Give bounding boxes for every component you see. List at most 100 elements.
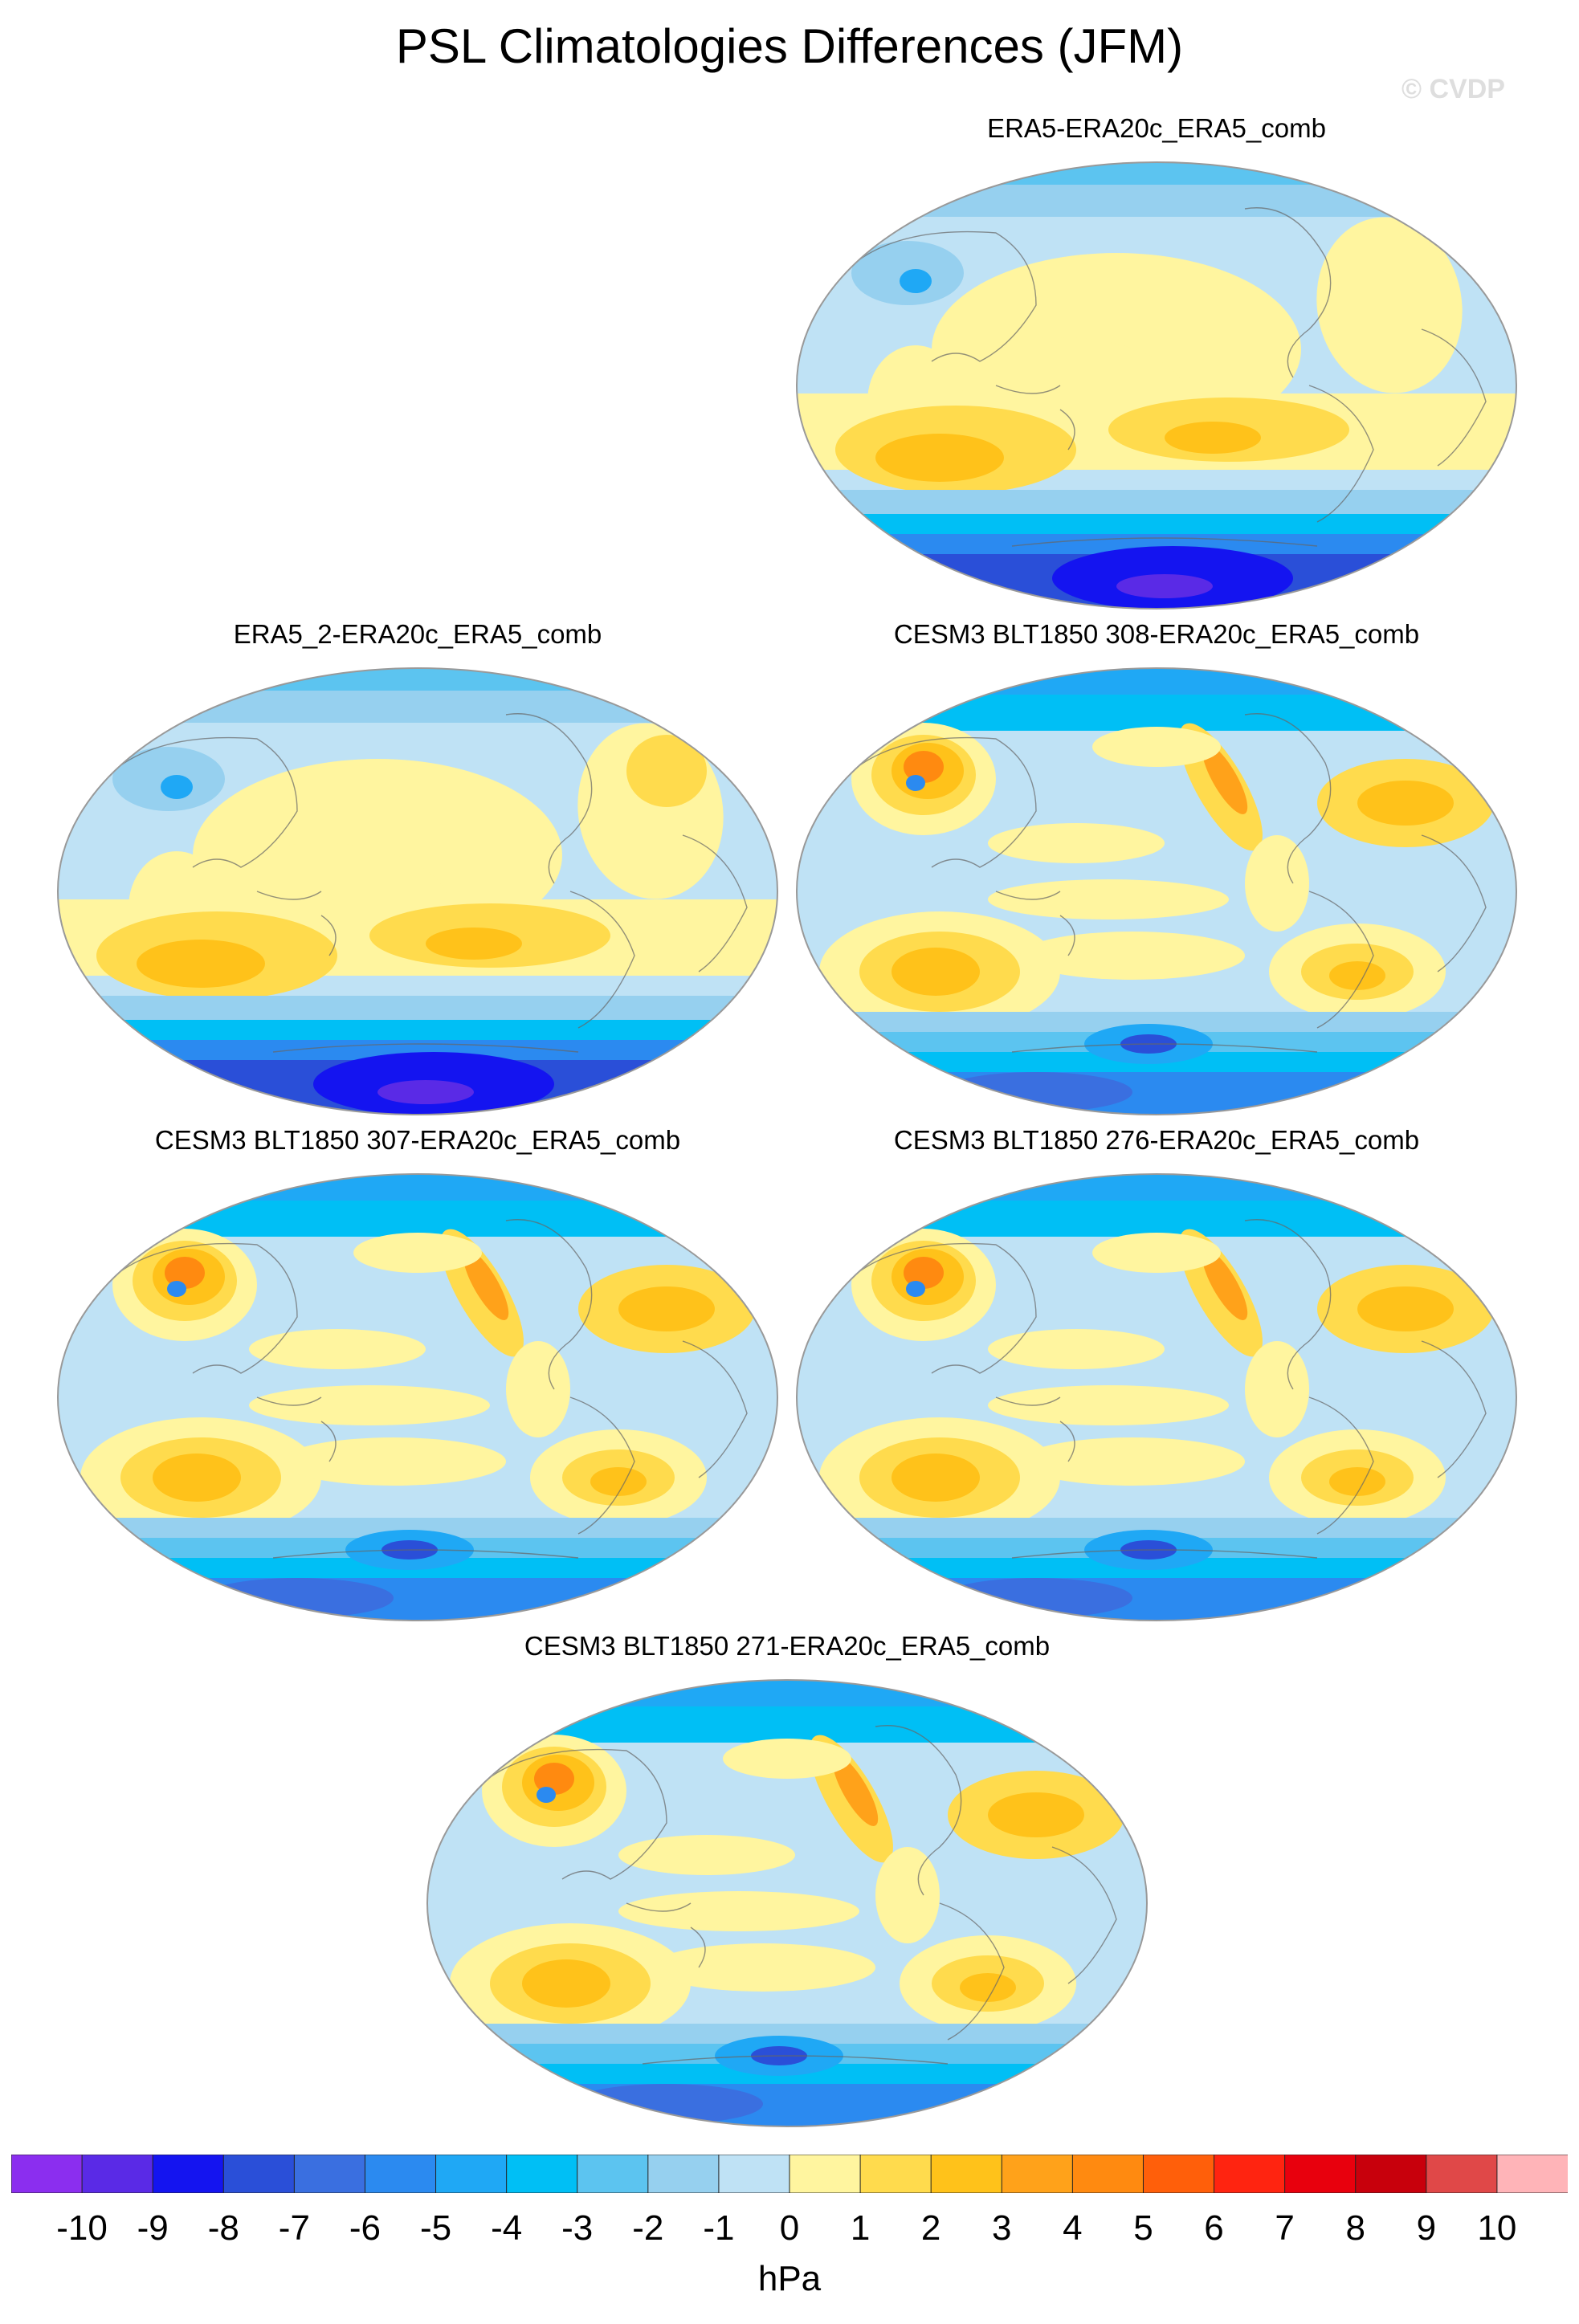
colorbar: [11, 2155, 1568, 2193]
contour-region: [281, 1437, 506, 1486]
colorbar-swatch: [1496, 2155, 1568, 2193]
contour-region: [353, 1233, 482, 1273]
contour-region: [651, 1943, 875, 1992]
colorbar-units: hPa: [757, 2259, 822, 2298]
colorbar-swatch: [859, 2155, 932, 2193]
colorbar-swatch: [506, 2155, 578, 2193]
colorbar-tick-label: -6: [349, 2208, 381, 2248]
map-field: [426, 1679, 1148, 2127]
contour-region: [377, 1080, 474, 1104]
contour-band: [797, 162, 1516, 185]
contour-region: [940, 1072, 1132, 1112]
colorbar-tick-label: 2: [920, 2208, 941, 2248]
colorbar-swatch: [577, 2155, 649, 2193]
contour-region: [1092, 1233, 1221, 1273]
contour-region: [165, 1257, 205, 1289]
contour-region: [875, 434, 1004, 482]
colorbar-tick-label: -1: [703, 2208, 735, 2248]
contour-band: [58, 668, 777, 691]
colorbar-swatch: [81, 2155, 154, 2193]
contour-region: [1329, 1467, 1385, 1496]
colorbar-tick-label: 6: [1204, 2208, 1224, 2248]
contour-region: [960, 1973, 1016, 2002]
colorbar-swatch: [1284, 2155, 1357, 2193]
map-panel-era5: ERA5-ERA20c_ERA5_comb: [787, 112, 1526, 626]
contour-band: [427, 2084, 1147, 2126]
map-panel-era5-2: ERA5_2-ERA20c_ERA5_comb: [48, 618, 787, 1132]
colorbar-tick-label: 7: [1275, 2208, 1295, 2248]
map-panel-cesm3-276: CESM3 BLT1850 276-ERA20c_ERA5_comb: [787, 1124, 1526, 1638]
colorbar-tick-label: -9: [137, 2208, 169, 2248]
colorbar-tick-label: -10: [56, 2208, 108, 2248]
contour-region: [988, 879, 1229, 919]
contour-region: [723, 1739, 851, 1779]
contour-region: [875, 1847, 940, 1943]
panel-title: CESM3 BLT1850 308-ERA20c_ERA5_comb: [893, 619, 1420, 649]
panel-title: ERA5_2-ERA20c_ERA5_comb: [233, 619, 602, 649]
colorbar-swatch: [152, 2155, 225, 2193]
contour-region: [201, 1578, 394, 1618]
contour-region: [988, 823, 1165, 863]
colorbar-swatch: [1355, 2155, 1427, 2193]
colorbar-tick-label: 8: [1345, 2208, 1365, 2248]
contour-region: [249, 1329, 426, 1369]
map-outline: [426, 1679, 1148, 2127]
colorbar-tick-label: 9: [1416, 2208, 1437, 2248]
contour-region: [161, 775, 193, 799]
contour-region: [249, 1385, 490, 1425]
contour-region: [1245, 1341, 1309, 1437]
contour-region: [426, 928, 522, 960]
map-field: [57, 1173, 778, 1621]
map-panel-cesm3-307: CESM3 BLT1850 307-ERA20c_ERA5_comb: [48, 1124, 787, 1638]
contour-region: [590, 1467, 647, 1496]
map-outline: [796, 667, 1517, 1115]
coastlines: [843, 1219, 1487, 1559]
colorbar-swatch: [789, 2155, 862, 2193]
colorbar-swatch: [435, 2155, 508, 2193]
contour-region: [506, 1341, 570, 1437]
contour-band: [797, 1174, 1516, 1201]
colorbar-swatch: [1426, 2155, 1498, 2193]
map-panel-cesm3-271: CESM3 BLT1850 271-ERA20c_ERA5_comb: [418, 1630, 1157, 2144]
contour-region: [906, 1281, 925, 1297]
contour-region: [534, 1763, 574, 1795]
coastlines: [843, 713, 1487, 1053]
coastlines: [843, 207, 1487, 547]
contour-band: [797, 695, 1516, 731]
contour-region: [906, 775, 925, 791]
colorbar-swatch: [1142, 2155, 1215, 2193]
contour-region: [1020, 932, 1245, 980]
contour-region: [153, 1454, 241, 1502]
contour-region: [1165, 422, 1261, 454]
contour-region: [618, 1835, 795, 1875]
colorbar-tick-label: 5: [1133, 2208, 1153, 2248]
contour-band: [58, 1578, 777, 1621]
contour-region: [940, 1578, 1132, 1618]
map-field: [796, 161, 1517, 610]
map-field: [796, 667, 1517, 1115]
colorbar-tick-label: 4: [1063, 2208, 1083, 2248]
contour-region: [626, 735, 707, 807]
contour-band: [58, 1174, 777, 1201]
contour-region: [988, 1329, 1165, 1369]
contour-region: [832, 1755, 879, 1826]
colorbar-swatch: [364, 2155, 437, 2193]
colorbar-tick-label: -3: [561, 2208, 594, 2248]
map-panel-cesm3-308: CESM3 BLT1850 308-ERA20c_ERA5_comb: [787, 618, 1526, 1132]
contour-region: [167, 1281, 186, 1297]
contour-region: [904, 1257, 944, 1289]
contour-region: [618, 1286, 715, 1331]
contour-region: [1357, 781, 1454, 826]
colorbar-swatch: [1214, 2155, 1286, 2193]
colorbar-swatch: [1001, 2155, 1074, 2193]
colorbar-tick-labels: -10 -9 -8 -7 -6 -5 -4 -3 -2 -1 0 1 2 3 4 5 6 7 8 9 10: [0, 2208, 1579, 2257]
map-outline: [57, 1173, 778, 1621]
colorbar-tick-label: -2: [632, 2208, 664, 2248]
contour-band: [797, 1072, 1516, 1115]
page-title: PSL Climatologies Differences (JFM): [395, 19, 1184, 73]
colorbar-swatch: [1071, 2155, 1144, 2193]
contour-region: [1092, 727, 1221, 767]
coastlines: [104, 1219, 748, 1559]
panel-title: CESM3 BLT1850 307-ERA20c_ERA5_comb: [154, 1125, 681, 1155]
colorbar-swatch: [930, 2155, 1003, 2193]
